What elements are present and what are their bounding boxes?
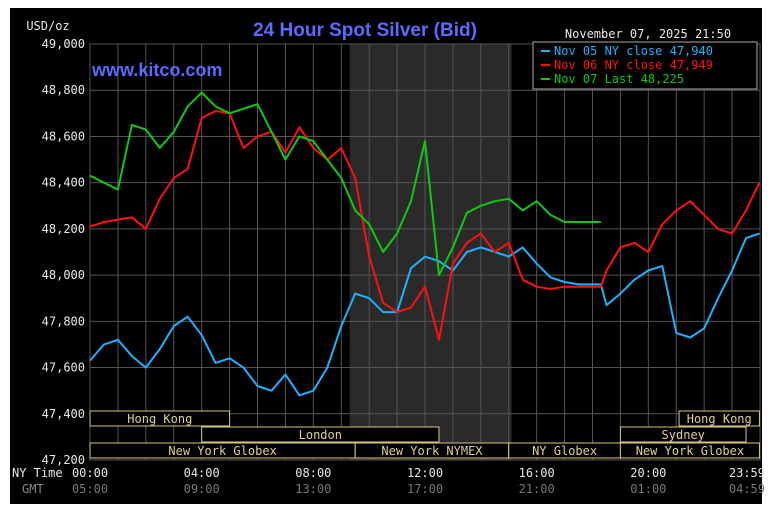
session-label: NY Globex: [532, 444, 597, 458]
x-tick-label-ny: 20:00: [630, 466, 666, 480]
x-axis-ny-time-label: NY Time: [12, 466, 63, 480]
y-tick-label: 47,400: [42, 407, 85, 421]
x-tick-label-ny: 00:00: [72, 466, 108, 480]
x-tick-label-ny: 04:00: [184, 466, 220, 480]
x-tick-label-gmt: 05:00: [72, 482, 108, 496]
series-line: [89, 232, 760, 397]
session-label: Hong Kong: [127, 412, 192, 426]
legend-entry: Nov 06 NY close 47,949: [554, 58, 713, 72]
session-label: Hong Kong: [687, 412, 752, 426]
y-tick-label: 47,600: [42, 361, 85, 375]
x-tick-label-ny: 16:00: [519, 466, 555, 480]
session-label: New York Globex: [168, 444, 276, 458]
session-box: [619, 442, 760, 459]
y-tick-label: 47,800: [42, 314, 85, 328]
x-tick-label-gmt: 04:59: [729, 482, 765, 496]
x-tick-label-gmt: 21:00: [519, 482, 555, 496]
x-tick-label-ny: 08:00: [295, 466, 331, 480]
y-tick-label: 48,800: [42, 83, 85, 97]
legend-box: [532, 41, 758, 90]
series-line: [89, 110, 761, 341]
y-tick-label: 48,400: [42, 176, 85, 190]
session-label: New York Globex: [636, 444, 744, 458]
x-tick-label-gmt: 13:00: [295, 482, 331, 496]
legend-entry: Nov 07 Last 48,225: [554, 72, 684, 86]
shaded-trading-region: [349, 44, 512, 460]
session-box: [201, 426, 440, 443]
y-tick-label: 47,200: [42, 453, 85, 467]
x-tick-label-ny: 23:59: [729, 466, 765, 480]
y-tick-label: 48,200: [42, 222, 85, 236]
x-tick-label-ny: 12:00: [407, 466, 443, 480]
session-label: New York NYMEX: [381, 444, 483, 458]
session-label: Sydney: [662, 428, 705, 442]
y-axis-unit-label: USD/oz: [26, 19, 69, 33]
x-tick-label-gmt: 17:00: [407, 482, 443, 496]
x-tick-label-gmt: 01:00: [630, 482, 666, 496]
x-tick-label-gmt: 09:00: [184, 482, 220, 496]
chart-timestamp: November 07, 2025 21:50: [565, 27, 731, 41]
x-axis-gmt-label: GMT: [22, 482, 44, 496]
session-box: [89, 410, 231, 427]
legend-entry: Nov 05 NY close 47,940: [554, 44, 713, 58]
y-tick-label: 48,600: [42, 129, 85, 143]
series-line: [89, 91, 601, 277]
watermark: www.kitco.com: [91, 60, 222, 80]
chart-title: 24 Hour Spot Silver (Bid): [253, 20, 477, 41]
y-tick-label: 49,000: [42, 37, 85, 51]
session-label: London: [299, 428, 342, 442]
y-tick-label: 48,000: [42, 268, 85, 282]
session-box: [619, 426, 747, 443]
session-box: [678, 410, 760, 427]
